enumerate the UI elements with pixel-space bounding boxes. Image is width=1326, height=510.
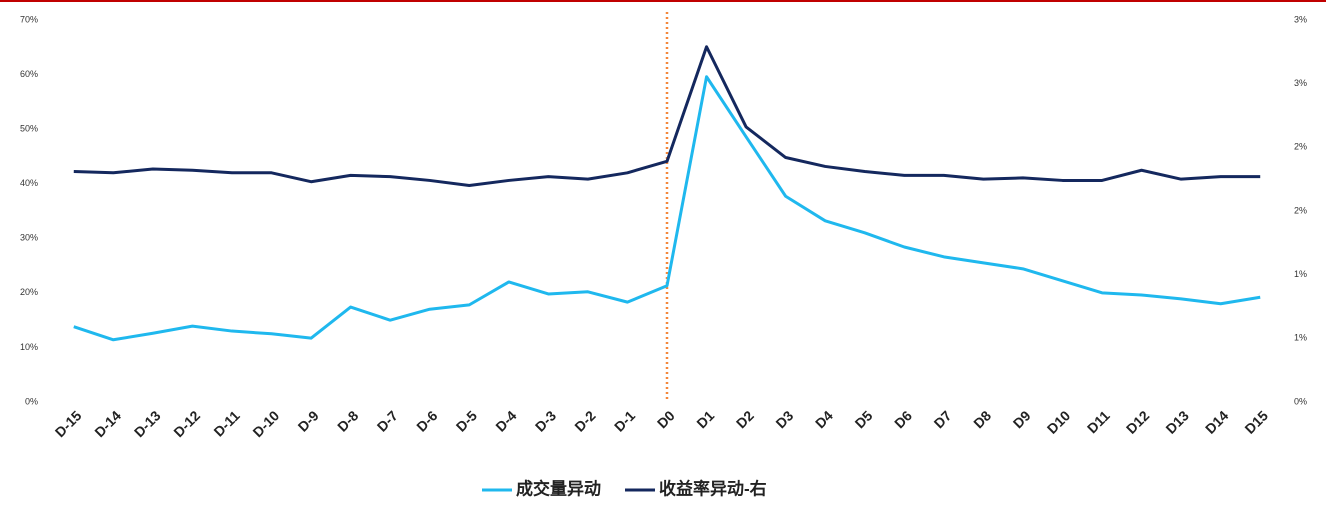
x-tick-label: D6 xyxy=(891,407,915,431)
y-tick-label: 10% xyxy=(20,342,38,352)
x-tick-label: D1 xyxy=(693,407,717,431)
y2-tick-label: 0% xyxy=(1294,396,1307,406)
legend-label: 成交量异动 xyxy=(516,478,601,498)
x-tick-label: D14 xyxy=(1202,407,1232,437)
x-tick-label: D-8 xyxy=(334,407,361,434)
y2-tick-label: 1% xyxy=(1294,269,1307,279)
y-tick-label: 30% xyxy=(20,233,38,243)
x-tick-label: D-9 xyxy=(295,407,322,434)
x-tick-label: D-7 xyxy=(374,407,401,434)
legend-label: 收益率异动-右 xyxy=(659,478,767,498)
y-tick-label: 50% xyxy=(20,124,38,134)
x-tick-label: D-13 xyxy=(131,407,164,440)
y-tick-label: 0% xyxy=(25,396,38,406)
x-tick-label: D5 xyxy=(852,407,876,431)
x-tick-label: D13 xyxy=(1162,407,1192,437)
y2-tick-label: 3% xyxy=(1294,14,1307,24)
x-tick-label: D-10 xyxy=(249,407,282,440)
x-tick-label: D10 xyxy=(1044,407,1074,437)
series-line xyxy=(73,45,1261,188)
x-tick-label: D7 xyxy=(931,407,955,431)
x-tick-label: D-14 xyxy=(91,407,124,440)
x-tick-label: D11 xyxy=(1084,407,1113,436)
y-tick-label: 40% xyxy=(20,178,38,188)
series-line xyxy=(73,75,1261,342)
y-tick-label: 60% xyxy=(20,69,38,79)
x-tick-label: D12 xyxy=(1123,407,1153,437)
y2-tick-label: 2% xyxy=(1294,205,1307,215)
x-tick-label: D-12 xyxy=(170,407,203,440)
x-tick-label: D9 xyxy=(1010,407,1034,431)
x-tick-label: D-4 xyxy=(492,407,519,434)
x-tick-label: D0 xyxy=(654,407,678,431)
x-tick-label: D3 xyxy=(772,407,796,431)
x-tick-label: D-11 xyxy=(210,407,242,439)
y2-tick-label: 1% xyxy=(1294,333,1307,343)
x-tick-label: D-2 xyxy=(571,407,598,434)
x-tick-label: D15 xyxy=(1241,407,1271,437)
x-tick-label: D-15 xyxy=(52,407,85,440)
y-tick-label: 70% xyxy=(20,14,38,24)
x-tick-label: D4 xyxy=(812,407,836,431)
x-tick-label: D2 xyxy=(733,407,757,431)
x-tick-label: D8 xyxy=(970,407,994,431)
x-tick-label: D-5 xyxy=(453,407,480,434)
x-tick-label: D-6 xyxy=(413,407,440,434)
y2-tick-label: 2% xyxy=(1294,142,1307,152)
y2-tick-label: 3% xyxy=(1294,78,1307,88)
x-tick-label: D-1 xyxy=(611,407,638,434)
x-tick-label: D-3 xyxy=(532,407,559,434)
y-tick-label: 20% xyxy=(20,287,38,297)
